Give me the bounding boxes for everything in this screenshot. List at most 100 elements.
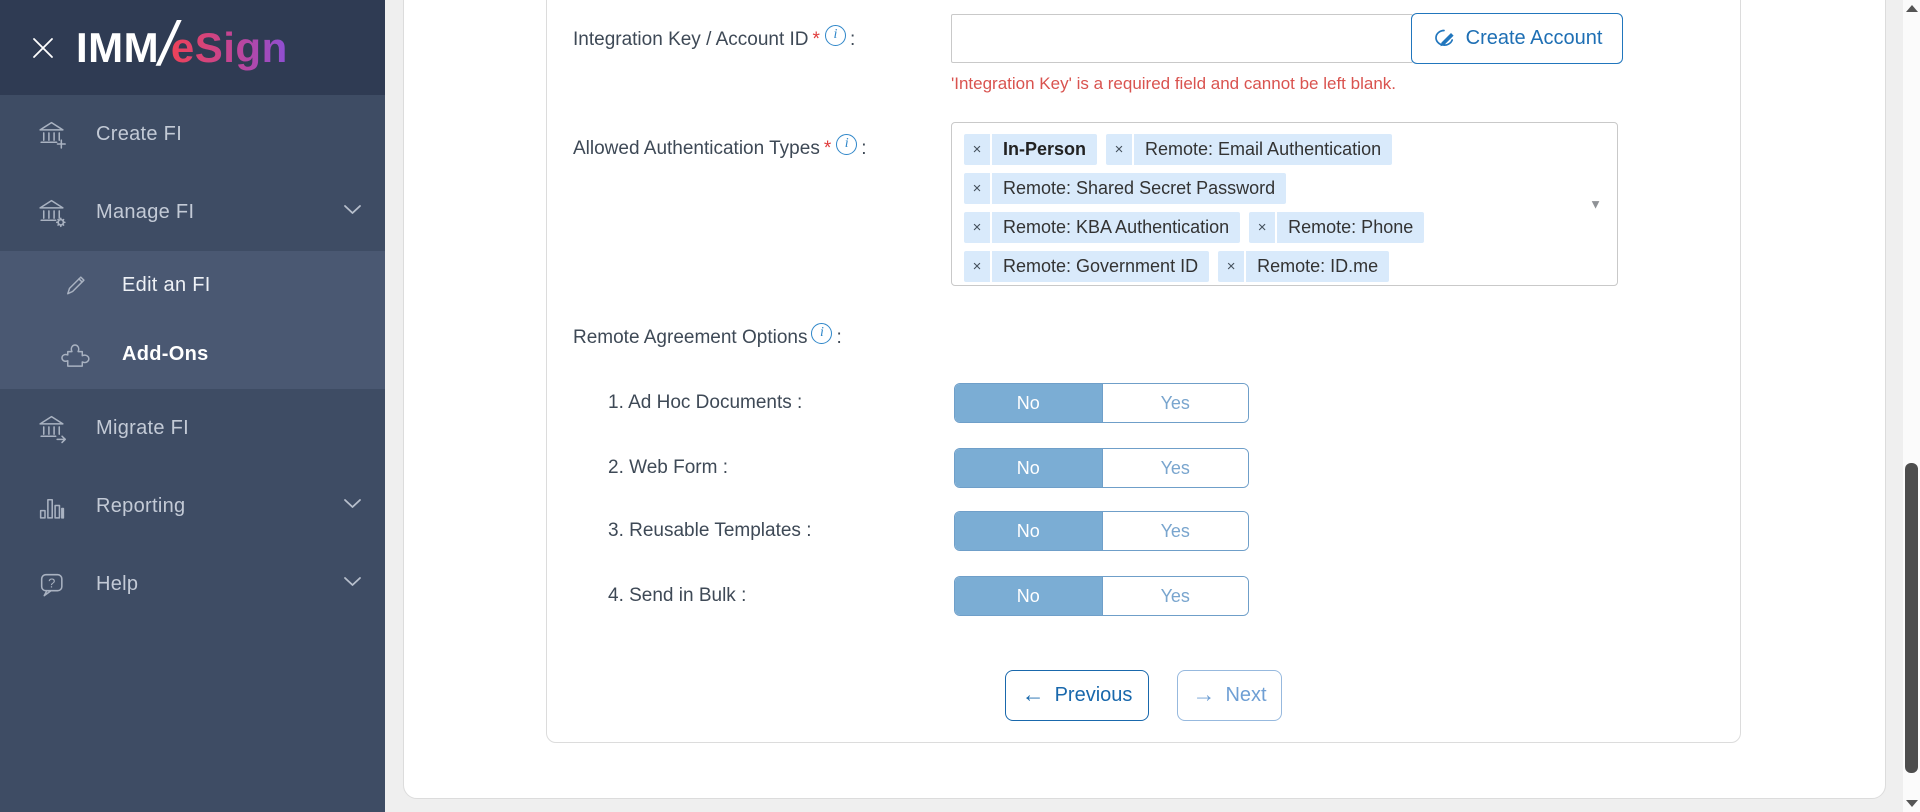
label-colon: : <box>836 327 842 348</box>
toggle-no-button[interactable]: No <box>955 384 1102 422</box>
app-logo: IMM / eSign <box>76 9 288 79</box>
sidebar-item-migrate-fi[interactable]: Migrate FI <box>0 389 385 467</box>
required-asterisk: * <box>823 138 832 159</box>
sidebar-item-label: Help <box>96 572 139 595</box>
bar-chart-icon <box>34 491 68 522</box>
reusable-templates-toggle: No Yes <box>954 511 1249 551</box>
remove-tag-icon[interactable]: × <box>964 212 990 243</box>
sidebar-item-help[interactable]: ? Help <box>0 545 385 623</box>
create-account-label: Create Account <box>1465 27 1603 49</box>
sidebar-nav: Create FI Manage FI <box>0 95 385 623</box>
dropdown-caret-icon[interactable]: ▼ <box>1589 196 1602 212</box>
next-label: Next <box>1225 684 1267 706</box>
sidebar-item-label: Add-Ons <box>122 343 209 365</box>
remove-tag-icon[interactable]: × <box>1218 251 1245 282</box>
auth-types-label: Allowed Authentication Types * i : <box>573 133 867 160</box>
label-colon: : <box>849 29 856 50</box>
manage-fi-submenu: Edit an FI Add-Ons <box>0 251 385 389</box>
vertical-scrollbar <box>1903 0 1920 812</box>
option-row-send-in-bulk: 4. Send in Bulk : No Yes <box>547 576 1740 616</box>
auth-types-multiselect[interactable]: × In-Person × Remote: Email Authenticati… <box>951 122 1618 286</box>
sidebar-item-create-fi[interactable]: Create FI <box>0 95 385 173</box>
toggle-no-button[interactable]: No <box>955 512 1102 550</box>
chevron-down-icon <box>343 203 362 221</box>
remote-options-label: Remote Agreement Options i : <box>573 322 842 349</box>
tag-label: Remote: ID.me <box>1246 251 1390 282</box>
remove-tag-icon[interactable]: × <box>1249 212 1276 243</box>
toggle-yes-button[interactable]: Yes <box>1101 512 1248 550</box>
tag-label: Remote: KBA Authentication <box>992 212 1241 243</box>
right-arrow-icon: → <box>1192 681 1216 707</box>
logo-imm: IMM <box>76 23 160 71</box>
tag-line: × Remote: Government ID × Remote: ID.me <box>964 251 1569 282</box>
web-form-toggle: No Yes <box>954 448 1249 488</box>
tag-label: In-Person <box>992 134 1098 165</box>
remote-options-label-text: Remote Agreement Options <box>573 327 808 348</box>
tag-label: Remote: Email Authentication <box>1134 134 1393 165</box>
auth-type-tag: × Remote: ID.me <box>1218 251 1390 282</box>
help-bubble-icon: ? <box>34 569 68 600</box>
remove-tag-icon[interactable]: × <box>964 251 990 282</box>
bank-arrow-icon <box>34 413 68 444</box>
option-row-web-form: 2. Web Form : No Yes <box>547 448 1740 488</box>
bank-plus-icon <box>34 119 68 150</box>
auth-type-tag: × Remote: KBA Authentication <box>964 212 1241 243</box>
toggle-yes-button[interactable]: Yes <box>1101 577 1248 615</box>
toggle-yes-button[interactable]: Yes <box>1101 384 1248 422</box>
left-arrow-icon: ← <box>1021 681 1045 707</box>
puzzle-icon <box>58 340 92 369</box>
toggle-no-button[interactable]: No <box>955 449 1102 487</box>
toggle-yes-button[interactable]: Yes <box>1101 449 1248 487</box>
auth-type-tag: × Remote: Shared Secret Password <box>964 173 1287 204</box>
previous-label: Previous <box>1054 684 1133 706</box>
previous-button[interactable]: ← Previous <box>1005 670 1149 721</box>
option-row-ad-hoc-documents: 1. Ad Hoc Documents : No Yes <box>547 383 1740 423</box>
scrollbar-thumb[interactable] <box>1905 463 1918 773</box>
auth-types-label-text: Allowed Authentication Types <box>573 138 820 159</box>
remove-tag-icon[interactable]: × <box>964 173 990 204</box>
auth-type-tag: × Remote: Phone <box>1249 212 1425 243</box>
integration-key-label-text: Integration Key / Account ID <box>573 29 809 50</box>
auth-type-tag: × Remote: Government ID <box>964 251 1210 282</box>
create-account-button[interactable]: Create Account <box>1411 13 1623 64</box>
remove-tag-icon[interactable]: × <box>964 134 990 165</box>
sidebar-item-label: Reporting <box>96 494 186 517</box>
info-icon[interactable]: i <box>824 24 846 46</box>
label-colon: : <box>861 138 867 159</box>
info-icon[interactable]: i <box>811 322 833 344</box>
validation-error: 'Integration Key' is a required field an… <box>951 74 1396 93</box>
sidebar-item-label: Create FI <box>96 122 183 145</box>
option-label: 2. Web Form : <box>608 457 729 478</box>
tag-line: × Remote: Shared Secret Password <box>964 173 1569 204</box>
next-button[interactable]: → Next <box>1177 670 1282 721</box>
scroll-down-arrow[interactable] <box>1906 800 1918 807</box>
info-icon[interactable]: i <box>836 133 858 155</box>
sidebar-item-label: Manage FI <box>96 200 195 223</box>
required-asterisk: * <box>812 29 820 50</box>
signature-pen-icon <box>1432 27 1457 50</box>
sidebar-item-label: Edit an FI <box>122 274 211 296</box>
auth-type-tag: × Remote: Email Authentication <box>1106 134 1393 165</box>
tag-label: Remote: Government ID <box>992 251 1210 282</box>
sidebar-item-add-ons[interactable]: Add-Ons <box>0 320 385 389</box>
scroll-up-arrow[interactable] <box>1906 5 1918 12</box>
auth-type-tag: × In-Person <box>964 134 1098 165</box>
remove-tag-icon[interactable]: × <box>1106 134 1133 165</box>
svg-text:?: ? <box>48 575 55 590</box>
sidebar-item-manage-fi[interactable]: Manage FI <box>0 173 385 251</box>
sidebar-item-edit-an-fi[interactable]: Edit an FI <box>0 251 385 320</box>
chevron-down-icon <box>343 575 362 593</box>
sidebar-item-label: Migrate FI <box>96 416 190 439</box>
integration-key-label: Integration Key / Account ID * i : <box>573 24 856 51</box>
sidebar-item-reporting[interactable]: Reporting <box>0 467 385 545</box>
form-card: Integration Key / Account ID * i : Creat… <box>546 0 1741 743</box>
tag-label: Remote: Phone <box>1277 212 1425 243</box>
close-icon[interactable] <box>30 35 56 61</box>
tag-line: × Remote: KBA Authentication × Remote: P… <box>964 212 1569 243</box>
toggle-no-button[interactable]: No <box>955 577 1102 615</box>
send-in-bulk-toggle: No Yes <box>954 576 1249 616</box>
sidebar: IMM / eSign Create FI Manage FI <box>0 0 385 812</box>
option-row-reusable-templates: 3. Reusable Templates : No Yes <box>547 511 1740 551</box>
bank-gear-icon <box>34 197 68 228</box>
integration-key-input[interactable] <box>951 14 1413 63</box>
